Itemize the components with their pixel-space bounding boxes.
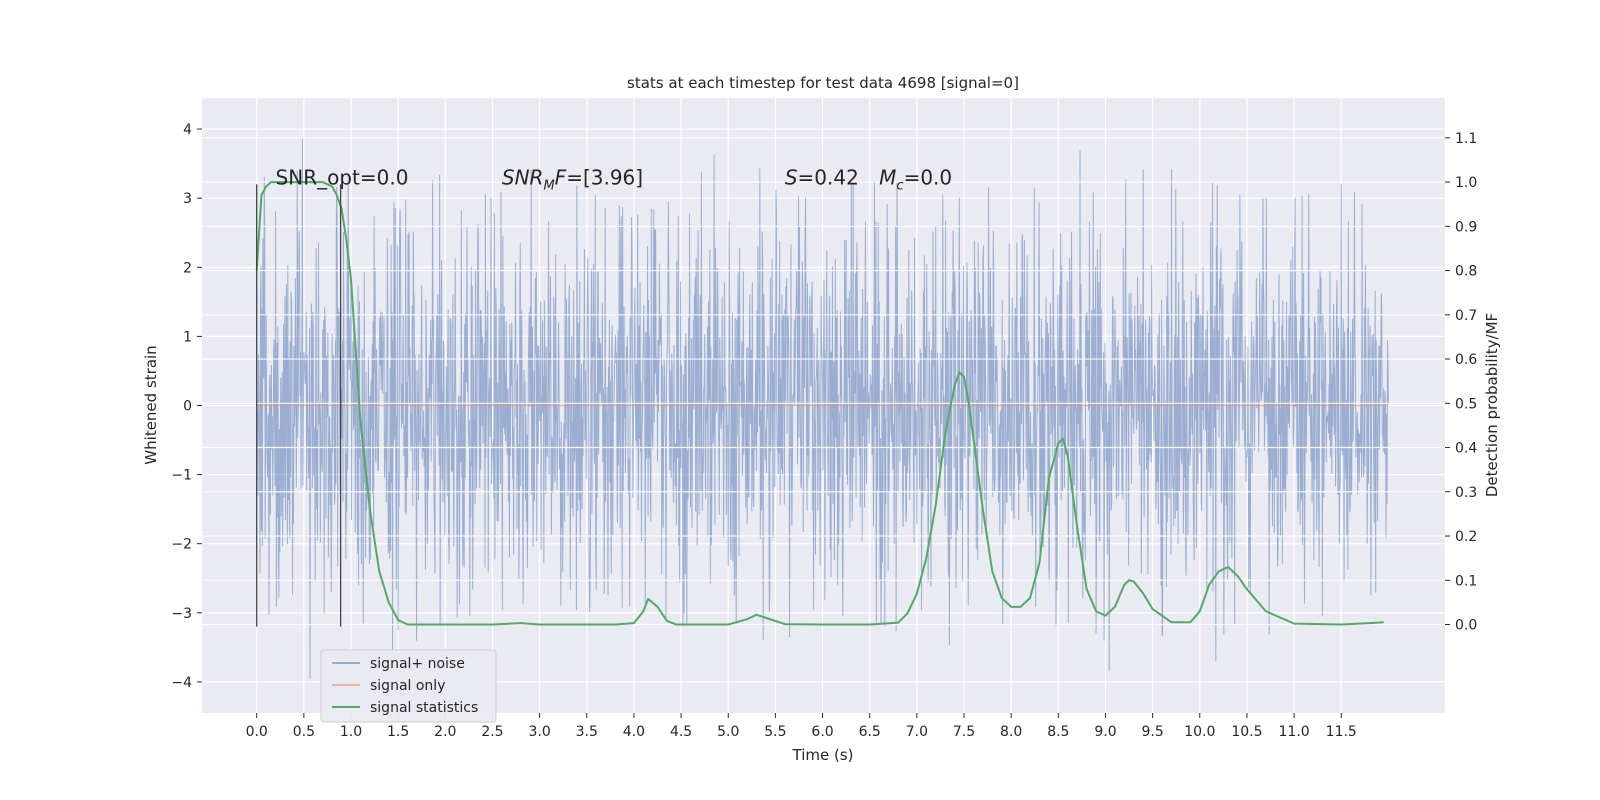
x-axis-ticks: 0.0 0.5 1.0 1.5 2.0 2.5 3.0 3.5 4.0 4.5 5.0 5.5 6.0 6… [246,713,1357,740]
y2-tick-label-2: 0.2 [1455,529,1477,545]
annotation-2: S=0.42 [785,165,859,189]
y-tick-label-7: 3 [183,191,192,207]
legend-label-signal-statistics: signal statistics [370,700,478,716]
y-tick-label-3: −1 [171,468,192,484]
x-tick-label-22: 11.0 [1279,724,1310,740]
y-tick-label-2: −2 [171,537,192,553]
right-axis-grid [202,137,1445,626]
y2-tick-label-3: 0.3 [1455,485,1477,501]
x-tick-label-17: 8.5 [1047,724,1069,740]
y2-tick-label-0: 0.0 [1455,618,1477,634]
y2-axis-ticks: 0.0 0.1 0.2 0.3 0.4 0.5 0.6 0.7 0.8 0.9 1.0 1.1 [1445,131,1477,634]
x-tick-label-15: 7.5 [953,724,975,740]
annotation-3: Mc=0.0 [879,165,952,193]
y2-tick-label-8: 0.8 [1455,264,1477,280]
x-tick-label-1: 0.5 [293,724,315,740]
x-tick-label-3: 1.5 [387,724,409,740]
x-axis-title: Time (s) [792,746,854,764]
annotation-0: SNR_opt=0.0 [276,165,409,189]
y-axis-ticks: −4 −3 −2 −1 0 1 2 3 4 [171,122,202,691]
y-tick-label-0: −4 [171,675,192,691]
y-tick-label-6: 2 [183,260,192,276]
y2-tick-label-11: 1.1 [1455,131,1477,147]
x-tick-label-18: 9.0 [1094,724,1116,740]
legend-label-signal-only: signal only [370,678,445,694]
signal-noise-series [256,137,1389,679]
legend-box [320,649,497,723]
y2-tick-label-1: 0.1 [1455,573,1477,589]
y2-tick-label-7: 0.7 [1455,308,1477,324]
y-axis-title: Whitened strain [142,345,160,464]
x-tick-label-11: 5.5 [764,724,786,740]
y2-tick-label-9: 0.9 [1455,219,1477,235]
y-tick-label-1: −3 [171,606,192,622]
y2-tick-label-5: 0.5 [1455,396,1477,412]
x-tick-label-5: 2.5 [481,724,503,740]
chart-title: stats at each timestep for test data 469… [627,74,1019,92]
x-tick-label-20: 10.0 [1184,724,1215,740]
x-tick-label-0: 0.0 [246,724,268,740]
y2-axis-title: Detection probability/MF [1483,313,1501,497]
y2-tick-label-6: 0.6 [1455,352,1477,368]
x-tick-label-23: 11.5 [1326,724,1357,740]
x-tick-label-10: 5.0 [717,724,739,740]
x-tick-label-6: 3.0 [528,724,550,740]
signal-noise-line [256,137,1389,679]
legend-label-signal-noise: signal+ noise [370,656,465,672]
x-tick-label-13: 6.5 [859,724,881,740]
signal-statistics-line [255,181,1384,626]
x-tick-label-12: 6.0 [811,724,833,740]
x-tick-label-4: 2.0 [434,724,456,740]
x-tick-label-19: 9.5 [1142,724,1164,740]
y-tick-label-5: 1 [183,329,192,345]
annotation-1: SNRMF=[3.96] [502,165,643,193]
legend: signal+ noise signal only signal statist… [320,649,497,723]
y2-tick-label-4: 0.4 [1455,441,1477,457]
y-tick-label-4: 0 [183,399,192,415]
x-tick-label-14: 7.0 [906,724,928,740]
x-tick-label-9: 4.5 [670,724,692,740]
x-tick-label-21: 10.5 [1231,724,1262,740]
x-tick-label-8: 4.0 [623,724,645,740]
signal-statistics-series [255,181,1384,626]
x-tick-label-7: 3.5 [576,724,598,740]
x-tick-label-2: 1.0 [340,724,362,740]
vertical-markers [256,184,342,627]
y2-tick-label-10: 1.0 [1455,175,1477,191]
annotations: SNR_opt=0.0 SNRMF=[3.96] S=0.42 Mc=0.0 [276,165,953,193]
y-tick-label-8: 4 [183,122,192,138]
x-tick-label-16: 8.0 [1000,724,1022,740]
